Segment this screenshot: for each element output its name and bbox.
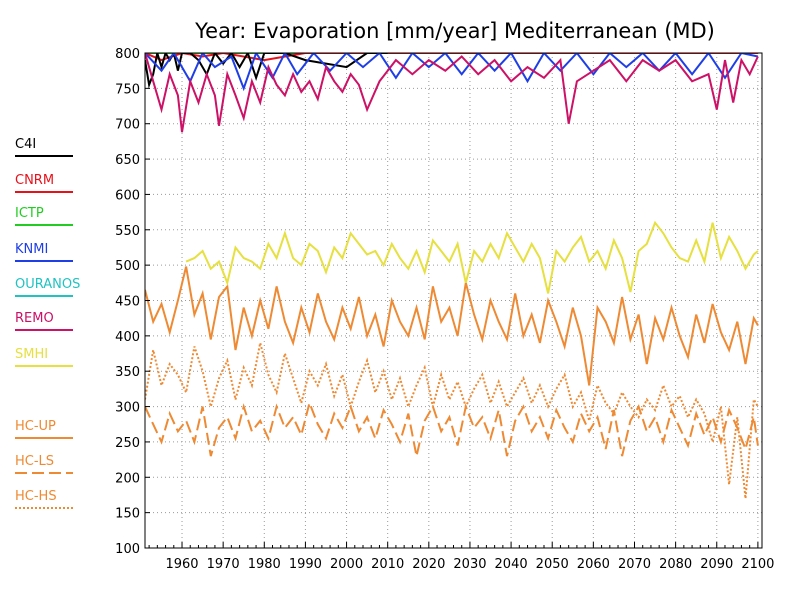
y-tick-label: 500	[115, 259, 140, 274]
series-layer	[145, 53, 759, 499]
series-line-smhi	[185, 220, 759, 294]
y-tick-label: 550	[115, 224, 140, 239]
y-tick-label: 300	[115, 401, 140, 416]
grid	[145, 52, 762, 549]
series-line-knmi	[145, 53, 759, 92]
y-tick-label: 350	[115, 365, 140, 380]
y-tick-label: 100	[115, 542, 140, 557]
x-tick-label: 2050	[536, 557, 569, 572]
legend-label-knmi: KNMI	[15, 242, 48, 257]
x-tick-label: 1960	[165, 557, 198, 572]
y-tick-label: 400	[115, 330, 140, 345]
series-line-remo	[145, 53, 759, 133]
x-tick-label: 2100	[741, 557, 774, 572]
y-tick-label: 700	[115, 118, 140, 133]
legend-label-c4i: C4I	[15, 137, 36, 152]
y-tick-label: 200	[115, 471, 140, 486]
x-tick-label: 1980	[248, 557, 281, 572]
series-line-hc-up	[145, 266, 759, 386]
x-tick-label: 2090	[700, 557, 733, 572]
x-tick-label: 2060	[577, 557, 610, 572]
series-line-cnrm	[145, 53, 758, 62]
x-tick-label: 2010	[371, 557, 404, 572]
x-tick-label: 2040	[495, 557, 528, 572]
y-tick-label: 650	[115, 153, 140, 168]
y-tick-label: 250	[115, 436, 140, 451]
x-tick-label: 1970	[207, 557, 240, 572]
x-tick-label: 2020	[412, 557, 445, 572]
series-line-hc-hs	[145, 342, 759, 499]
x-tick-label: 2080	[659, 557, 692, 572]
y-tick-label: 750	[115, 82, 140, 97]
y-tick-label: 150	[115, 507, 140, 522]
legend-label-cnrm: CNRM	[15, 173, 54, 188]
legend: C4I CNRM ICTP KNMI OURANOS REMO SMHI HC-UP HC-LS…	[15, 137, 80, 509]
axes: 1960 1970 1980 1990 2000 2010 2020 2030 2040 2050…	[115, 47, 774, 572]
legend-label-hc-up: HC-UP	[15, 419, 56, 434]
y-tick-label: 800	[115, 47, 140, 62]
x-tick-label: 2000	[330, 557, 363, 572]
x-tick-label: 1990	[289, 557, 322, 572]
legend-label-smhi: SMHI	[15, 347, 48, 362]
legend-label-hc-ls: HC-LS	[15, 454, 54, 469]
series-line-hc-ls	[145, 399, 759, 457]
y-tick-label: 450	[115, 295, 140, 310]
chart-title: Year: Evaporation [mm/year] Mediterranea…	[194, 19, 715, 43]
x-tick-label: 2030	[453, 557, 486, 572]
legend-label-ictp: ICTP	[15, 206, 44, 221]
y-tick-label: 600	[115, 188, 140, 203]
legend-label-remo: REMO	[15, 311, 54, 326]
x-tick-label: 2070	[618, 557, 651, 572]
legend-label-hc-hs: HC-HS	[15, 489, 57, 504]
legend-label-ouranos: OURANOS	[15, 277, 80, 292]
